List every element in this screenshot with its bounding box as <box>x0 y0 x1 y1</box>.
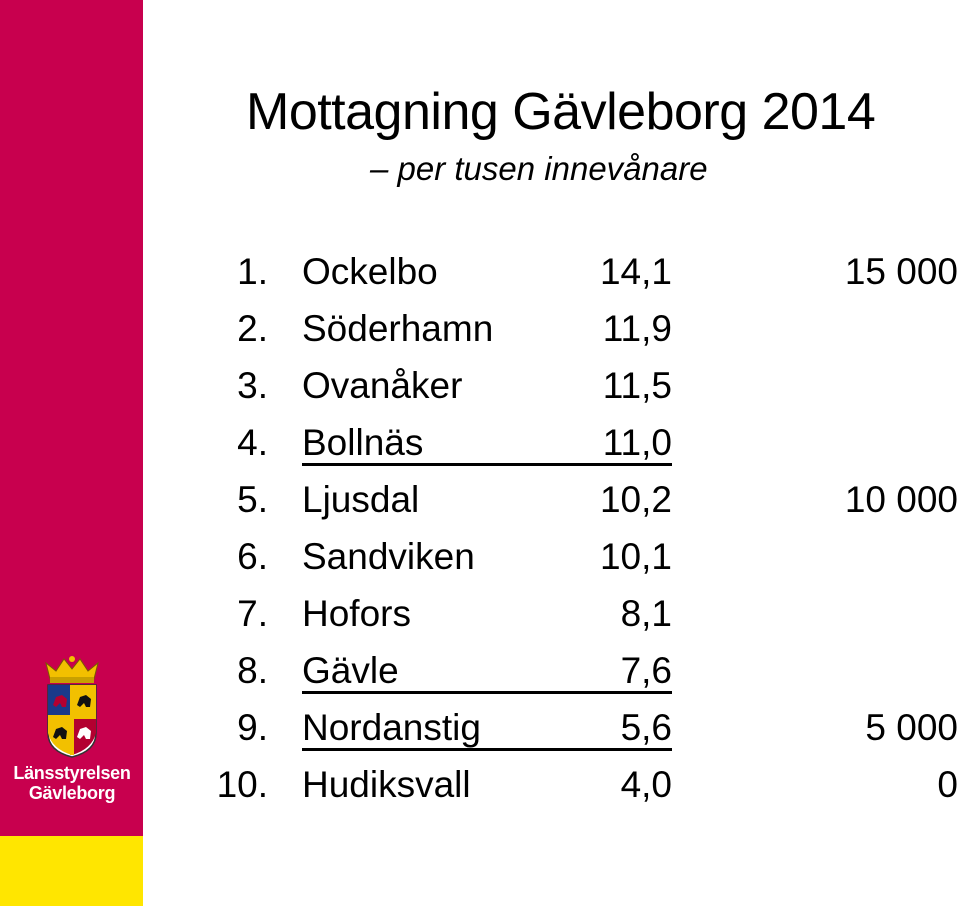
table-row: 5. Ljusdal 10,2 10 000 <box>0 471 960 528</box>
table-row: 6. Sandviken 10,1 <box>0 528 960 585</box>
row-municipality: Bollnäs <box>302 422 424 463</box>
row-value: 8,1 <box>620 593 672 634</box>
row-rank: 10. <box>216 764 268 805</box>
row-municipality: Ockelbo <box>302 251 438 292</box>
row-rank: 8. <box>237 650 268 691</box>
table-row: 2. Söderhamn 11,9 <box>0 300 960 357</box>
row-value: 14,1 <box>599 251 672 292</box>
row-value: 11,0 <box>602 422 672 463</box>
row-municipality: Hudiksvall <box>302 764 471 805</box>
table-row: 9. Nordanstig 5,6 5 000 <box>0 699 960 756</box>
row-rank: 7. <box>237 593 268 634</box>
row-municipality: Ovanåker <box>302 365 463 406</box>
row-rank: 2. <box>237 308 268 349</box>
row-scale-label: 5 000 <box>865 707 958 748</box>
logo-line-1: Länsstyrelsen <box>13 763 131 783</box>
row-scale-label: 15 000 <box>844 251 958 292</box>
row-municipality: Hofors <box>302 593 411 634</box>
row-rank: 1. <box>237 251 268 292</box>
coat-of-arms-icon <box>45 656 99 758</box>
lansstyrelsen-logo: Länsstyrelsen Gävleborg <box>12 655 132 803</box>
row-municipality: Söderhamn <box>302 308 494 349</box>
row-scale-label: 0 <box>937 764 958 805</box>
row-underline-divider <box>302 463 672 466</box>
row-rank: 6. <box>237 536 268 577</box>
row-underline-divider <box>302 691 672 694</box>
row-value: 10,2 <box>599 479 672 520</box>
row-value: 10,1 <box>599 536 672 577</box>
page-title: Mottagning Gävleborg 2014 <box>246 83 876 141</box>
row-rank: 3. <box>237 365 268 406</box>
logo-line-2: Gävleborg <box>28 783 116 803</box>
row-rank: 9. <box>237 707 268 748</box>
table-row: 3. Ovanåker 11,5 <box>0 357 960 414</box>
table-row: 7. Hofors 8,1 <box>0 585 960 642</box>
row-value: 7,6 <box>620 650 672 691</box>
table-row: 1. Ockelbo 14,1 15 000 <box>0 243 960 300</box>
row-municipality: Nordanstig <box>302 707 481 748</box>
row-underline-divider <box>302 748 672 751</box>
page-subtitle: – per tusen innevånare <box>370 150 708 187</box>
sidebar-footer-bar <box>0 836 143 906</box>
row-rank: 4. <box>237 422 268 463</box>
row-municipality: Sandviken <box>302 536 475 577</box>
table-row: 8. Gävle 7,6 <box>0 642 960 699</box>
row-value: 11,9 <box>602 308 672 349</box>
row-rank: 5. <box>237 479 268 520</box>
row-scale-label: 10 000 <box>844 479 958 520</box>
row-value: 5,6 <box>620 707 672 748</box>
row-municipality: Ljusdal <box>302 479 420 520</box>
table-row: 10. Hudiksvall 4,0 0 <box>0 756 960 813</box>
table-row: 4. Bollnäs 11,0 <box>0 414 960 471</box>
row-value: 4,0 <box>620 764 672 805</box>
row-value: 11,5 <box>602 365 672 406</box>
row-municipality: Gävle <box>302 650 399 691</box>
